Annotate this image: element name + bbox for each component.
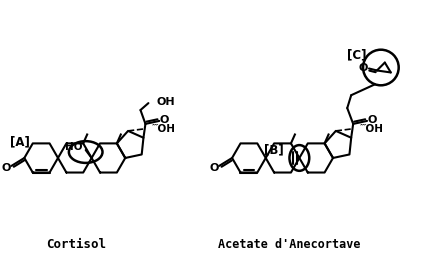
Text: [C]: [C] bbox=[347, 48, 367, 61]
Text: ‴OH: ‴OH bbox=[359, 124, 384, 134]
Text: HO: HO bbox=[65, 142, 83, 152]
Text: O: O bbox=[359, 62, 368, 72]
Text: [A]: [A] bbox=[10, 136, 30, 149]
Text: [B]: [B] bbox=[264, 143, 283, 157]
Text: O: O bbox=[2, 163, 11, 173]
Text: OH: OH bbox=[156, 97, 175, 107]
Text: Cortisol: Cortisol bbox=[46, 238, 106, 251]
Text: ‴OH: ‴OH bbox=[152, 124, 176, 134]
Text: Acetate d'Anecortave: Acetate d'Anecortave bbox=[218, 238, 360, 251]
Text: O: O bbox=[367, 115, 377, 125]
Text: O: O bbox=[210, 163, 219, 173]
Text: O: O bbox=[159, 115, 169, 125]
